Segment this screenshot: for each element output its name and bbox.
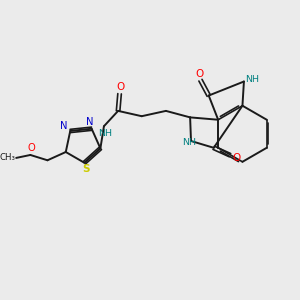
Text: NH: NH: [98, 129, 112, 138]
Text: NH: NH: [245, 75, 259, 84]
Text: N: N: [60, 121, 68, 131]
Text: S: S: [82, 164, 90, 174]
Text: N: N: [86, 117, 94, 127]
Text: NH: NH: [182, 138, 197, 147]
Text: CH₃: CH₃: [0, 153, 16, 162]
Text: O: O: [232, 152, 241, 163]
Text: O: O: [116, 82, 124, 92]
Text: O: O: [27, 143, 35, 153]
Text: O: O: [196, 69, 204, 79]
